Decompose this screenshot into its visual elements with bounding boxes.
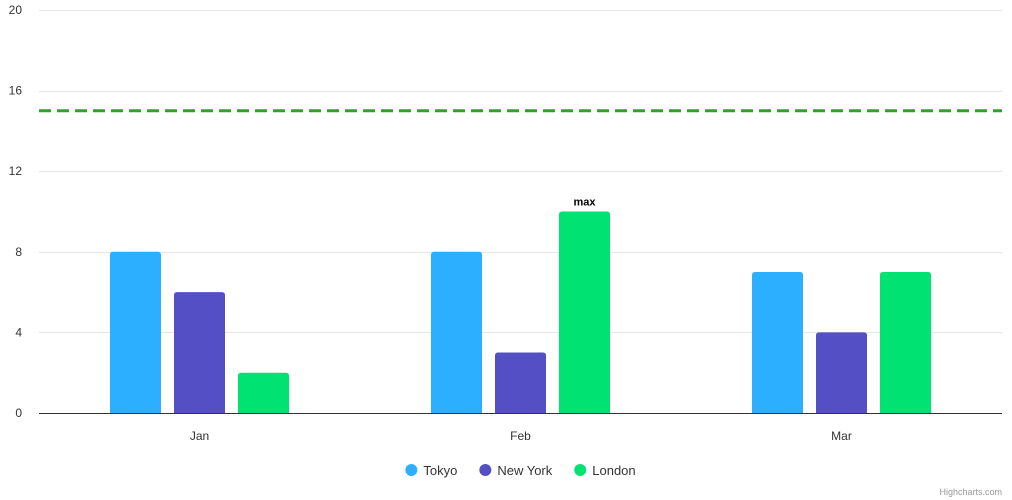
legend-marker-new-york [479,464,492,476]
bars [110,211,931,414]
x-tick-label-mar: Mar [831,429,852,443]
x-axis: Jan Feb Mar [39,413,1002,443]
legend-item-london[interactable]: London [574,463,636,478]
y-tick-label-0: 0 [15,406,22,420]
legend-item-new-york[interactable]: New York [479,463,553,478]
bar-new-york-feb[interactable] [495,352,546,413]
bar-london-feb[interactable] [559,211,610,414]
legend-marker-london [574,464,587,476]
y-tick-label-12: 12 [9,164,23,178]
data-labels: max [573,197,596,209]
bar-london-mar[interactable] [880,271,931,413]
legend-label-london: London [592,463,635,478]
y-tick-label-8: 8 [15,245,22,259]
y-tick-label-16: 16 [9,84,23,98]
bar-new-york-mar[interactable] [816,332,867,413]
legend: Tokyo New York London [405,463,636,478]
bar-tokyo-mar[interactable] [752,271,803,413]
y-tick-label-4: 4 [15,325,22,339]
bar-tokyo-feb[interactable] [431,251,482,413]
y-axis: 0 4 8 12 16 20 [9,3,23,420]
legend-marker-tokyo [405,464,418,476]
y-tick-label-20: 20 [9,3,23,17]
x-tick-label-feb: Feb [510,429,531,443]
data-label-max: max [573,197,596,209]
legend-item-tokyo[interactable]: Tokyo [405,463,457,478]
bar-tokyo-jan[interactable] [110,251,161,413]
bar-new-york-jan[interactable] [174,292,225,413]
x-tick-label-jan: Jan [190,429,209,443]
legend-label-new-york: New York [497,463,552,478]
legend-label-tokyo: Tokyo [423,463,457,478]
credits-link[interactable]: Highcharts.com [939,487,1002,497]
bar-london-jan[interactable] [238,372,289,413]
